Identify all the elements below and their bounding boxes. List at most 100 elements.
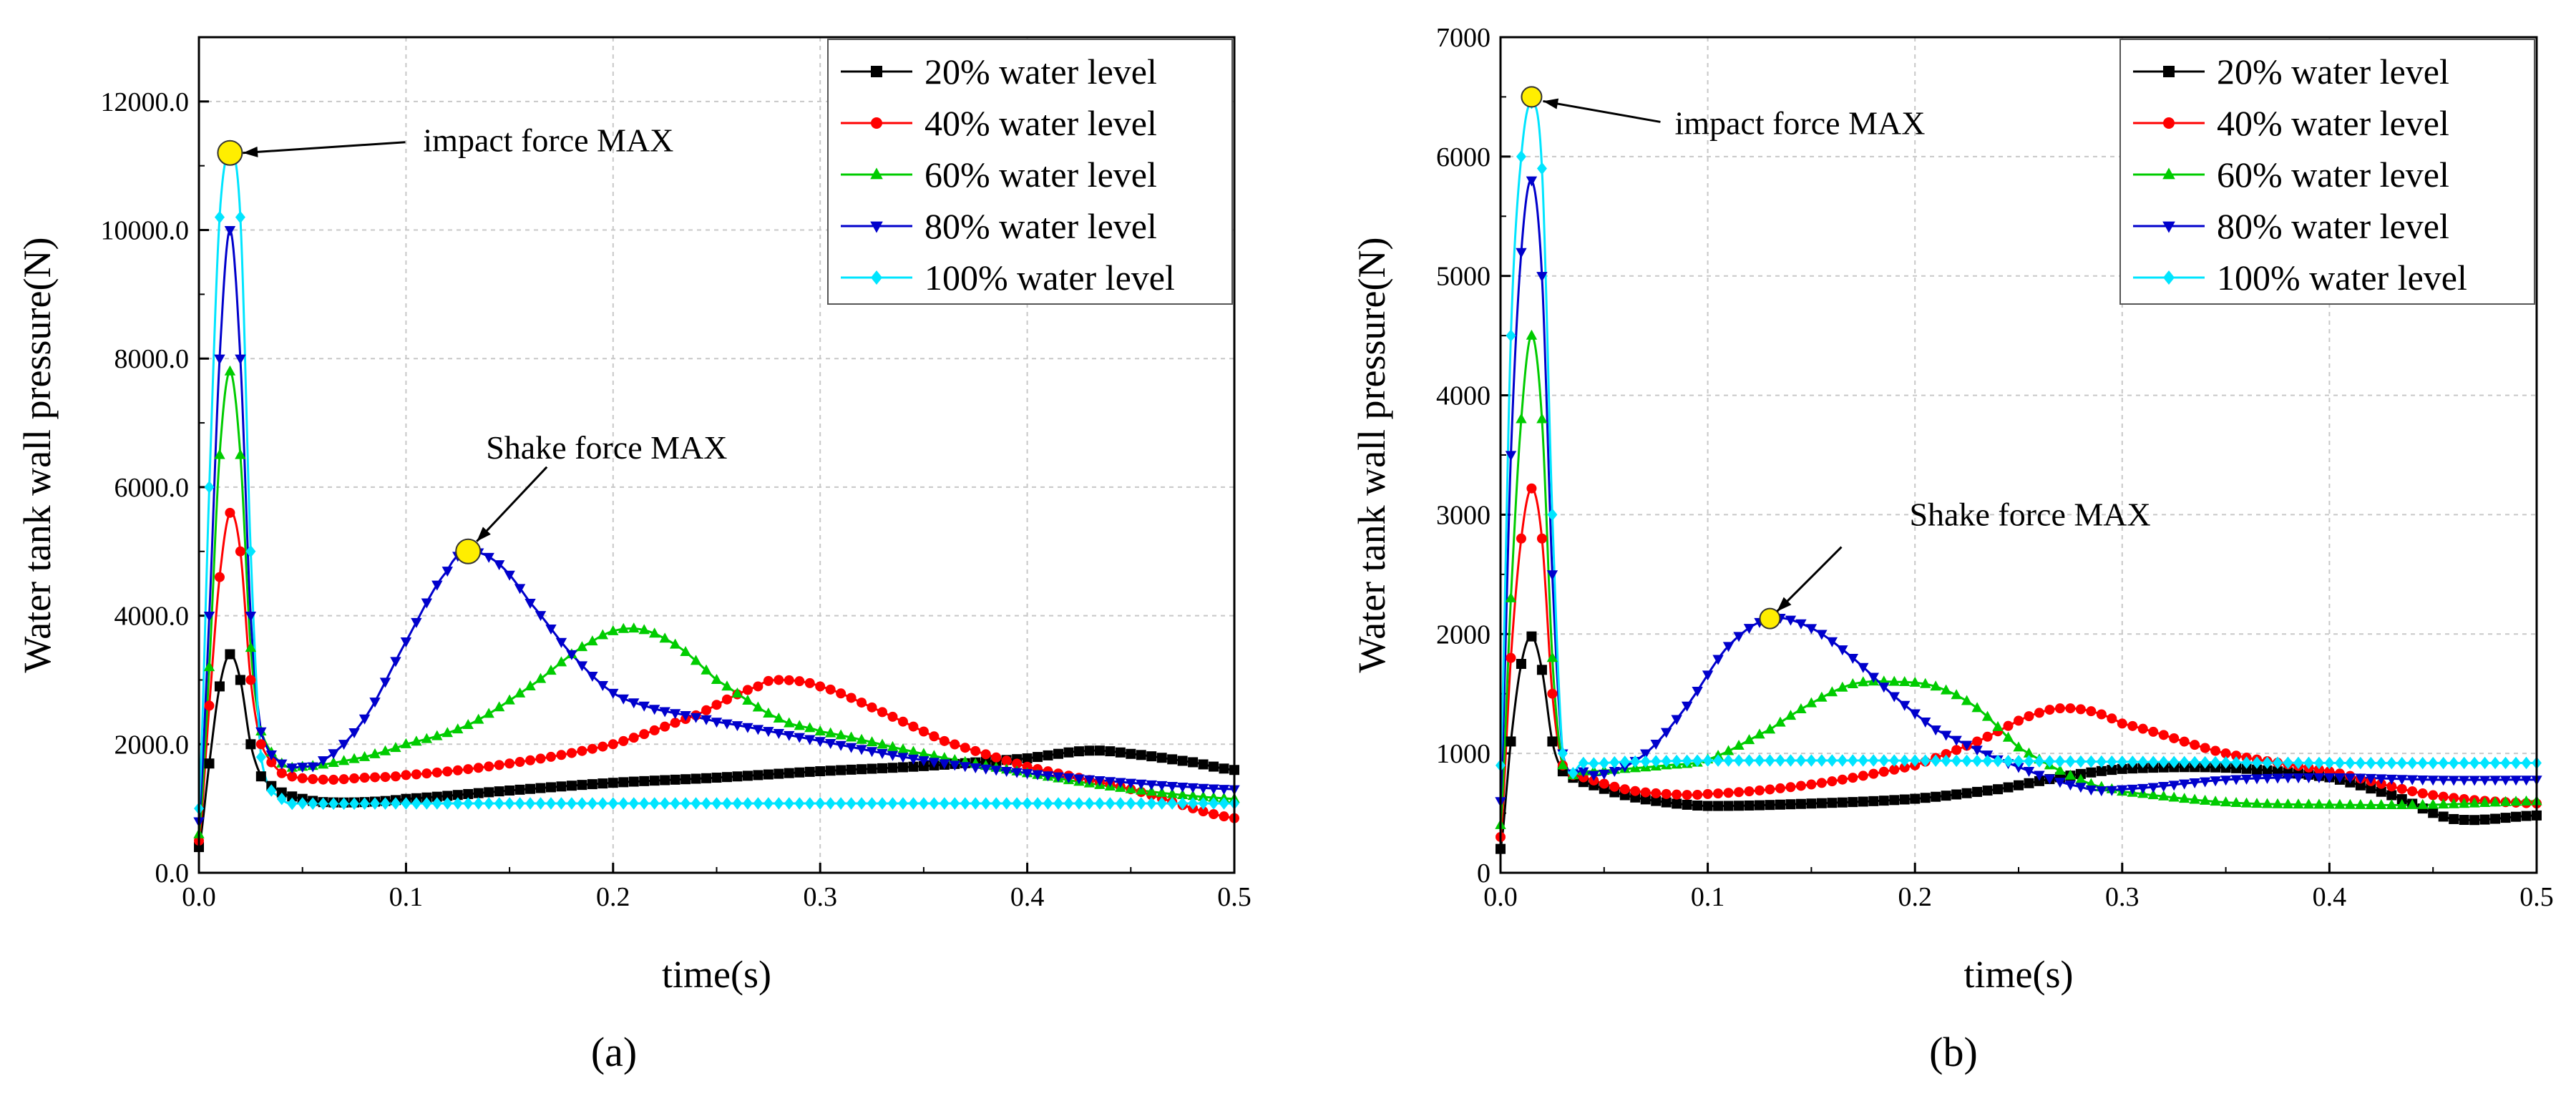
- data-point-40-water-level: [1651, 788, 1662, 798]
- data-point-100-water-level: [774, 797, 784, 810]
- data-point-60-water-level: [1166, 788, 1178, 798]
- data-point-20-water-level: [1682, 799, 1692, 810]
- data-point-100-water-level: [1723, 754, 1734, 767]
- data-point-100-water-level: [897, 797, 908, 810]
- data-point-60-water-level: [338, 755, 350, 765]
- data-point-100-water-level: [2273, 756, 2283, 769]
- data-point-100-water-level: [2075, 755, 2086, 768]
- data-point-40-water-level: [2428, 790, 2439, 801]
- legend-item-20-water-level: 20% water level: [841, 52, 1157, 92]
- data-point-60-water-level: [1208, 791, 1219, 802]
- peak-highlight: [455, 538, 482, 564]
- data-point-20-water-level: [1889, 795, 1900, 806]
- data-point-80-water-level: [2479, 775, 2491, 786]
- data-point-20-water-level: [566, 781, 577, 791]
- data-point-80-water-level: [1805, 624, 1818, 635]
- data-point-100-water-level: [2376, 756, 2386, 770]
- data-point-60-water-level: [2344, 798, 2356, 809]
- data-point-100-water-level: [2449, 756, 2459, 770]
- data-point-40-water-level: [2065, 703, 2076, 714]
- data-point-100-water-level: [318, 797, 328, 811]
- legend-item-80-water-level: 80% water level: [841, 206, 1157, 246]
- data-point-40-water-level: [1848, 773, 1858, 783]
- data-point-100-water-level: [1640, 755, 1651, 768]
- data-point-60-water-level: [2199, 794, 2211, 805]
- data-point-100-water-level: [1868, 754, 1879, 767]
- data-point-80-water-level: [1218, 785, 1230, 796]
- data-point-60-water-level: [587, 635, 598, 646]
- data-point-20-water-level: [1827, 798, 1838, 808]
- data-point-80-water-level: [369, 698, 381, 708]
- data-point-40-water-level: [276, 768, 287, 778]
- data-point-80-water-level: [535, 611, 547, 622]
- data-point-100-water-level: [2428, 756, 2439, 770]
- data-point-20-water-level: [2500, 813, 2511, 823]
- data-point-80-water-level: [1505, 451, 1517, 461]
- data-point-80-water-level: [2303, 773, 2315, 783]
- data-point-20-water-level: [680, 774, 691, 785]
- data-point-20-water-level: [774, 768, 784, 779]
- data-point-40-water-level: [1713, 788, 1724, 799]
- data-point-100-water-level: [338, 797, 349, 811]
- data-point-40-water-level: [452, 765, 463, 775]
- data-point-20-water-level: [1910, 793, 1921, 804]
- data-point-100-water-level: [628, 797, 639, 810]
- data-point-60-water-level: [1733, 740, 1745, 750]
- data-point-100-water-level: [1126, 797, 1136, 810]
- data-point-100-water-level: [2003, 755, 2014, 768]
- data-point-80-water-level: [2344, 773, 2356, 784]
- data-point-20-water-level: [214, 681, 225, 692]
- data-point-100-water-level: [1547, 508, 1558, 522]
- data-point-60-water-level: [824, 727, 836, 738]
- data-point-40-water-level: [794, 676, 805, 687]
- data-point-80-water-level: [659, 707, 670, 718]
- data-point-100-water-level: [2024, 755, 2034, 768]
- data-point-20-water-level: [2521, 811, 2532, 821]
- legend-item-40-water-level: 40% water level: [2133, 103, 2449, 143]
- peak-highlight: [1759, 607, 1781, 630]
- annotation-arrowhead: [243, 146, 258, 157]
- data-point-100-water-level: [359, 797, 370, 811]
- legend-item-100-water-level: 100% water level: [2133, 258, 2467, 298]
- data-point-80-water-level: [2365, 773, 2377, 784]
- data-point-20-water-level: [1993, 784, 2004, 795]
- data-point-80-water-level: [1971, 745, 1983, 756]
- data-point-100-water-level: [2210, 755, 2221, 769]
- data-point-20-water-level: [1126, 748, 1136, 759]
- data-point-60-water-level: [877, 738, 888, 749]
- data-point-60-water-level: [535, 672, 547, 683]
- data-point-40-water-level: [328, 774, 339, 785]
- data-point-20-water-level: [287, 791, 298, 802]
- data-point-40-water-level: [991, 752, 1002, 763]
- data-point-100-water-level: [421, 797, 432, 810]
- series-markers: [193, 146, 1240, 853]
- data-point-20-water-level: [1506, 736, 1516, 747]
- data-point-20-water-level: [452, 790, 463, 801]
- data-point-20-water-level: [897, 762, 908, 773]
- data-point-60-water-level: [2075, 773, 2087, 784]
- data-point-60-water-level: [431, 730, 443, 740]
- data-point-60-water-level: [1722, 745, 1735, 755]
- data-point-60-water-level: [1899, 676, 1911, 687]
- data-point-20-water-level: [1878, 796, 1889, 806]
- data-point-40-water-level: [1672, 789, 1682, 800]
- data-point-100-water-level: [970, 797, 981, 810]
- data-point-40-water-level: [742, 685, 753, 695]
- data-point-100-water-level: [2396, 756, 2407, 770]
- data-point-20-water-level: [1692, 801, 1703, 811]
- data-point-40-water-level: [857, 698, 867, 708]
- data-point-100-water-level: [473, 797, 484, 810]
- data-point-40-water-level: [1209, 808, 1219, 819]
- data-point-80-water-level: [514, 584, 526, 594]
- data-point-40-water-level: [431, 767, 442, 778]
- data-point-40-water-level: [597, 741, 608, 752]
- data-point-80-water-level: [1733, 632, 1745, 642]
- data-point-80-water-level: [980, 764, 992, 775]
- data-point-80-water-level: [1053, 772, 1064, 783]
- series-markers-80-water-level: [1495, 176, 2542, 808]
- data-point-100-water-level: [670, 797, 680, 810]
- x-axis-title: time(s): [662, 953, 771, 996]
- data-point-100-water-level: [2313, 756, 2324, 770]
- legend-label: 20% water level: [924, 52, 1157, 92]
- data-point-20-water-level: [514, 784, 525, 795]
